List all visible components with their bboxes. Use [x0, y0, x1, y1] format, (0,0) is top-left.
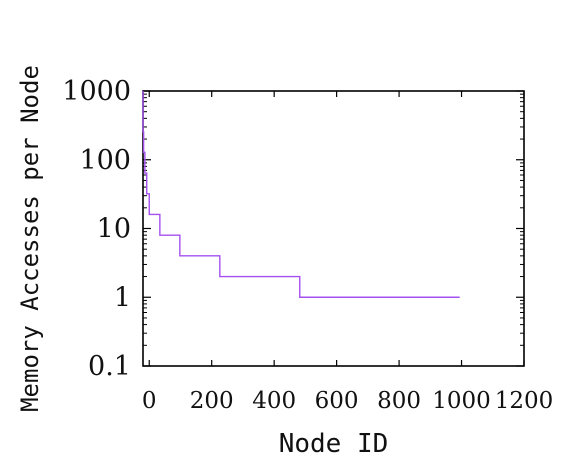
y-tick-label: 1 — [114, 282, 131, 313]
x-tick-label: 1000 — [432, 388, 491, 414]
x-tick-label: 200 — [190, 388, 234, 414]
y-tick-label: 0.1 — [88, 351, 131, 382]
y-tick-label: 100 — [79, 145, 131, 176]
x-tick-label: 400 — [252, 388, 296, 414]
plot-frame — [142, 90, 525, 367]
x-axis-label: Node ID — [279, 429, 389, 459]
x-tick-label: 800 — [377, 388, 421, 414]
x-tick-label: 1200 — [495, 388, 554, 414]
x-tick-label: 0 — [142, 388, 157, 414]
series-line — [142, 91, 460, 298]
y-tick-label: 1000 — [62, 76, 131, 107]
y-axis-label: Memory Accesses per Node — [16, 65, 44, 412]
y-tick-label: 10 — [97, 214, 131, 245]
x-tick-label: 600 — [315, 388, 359, 414]
